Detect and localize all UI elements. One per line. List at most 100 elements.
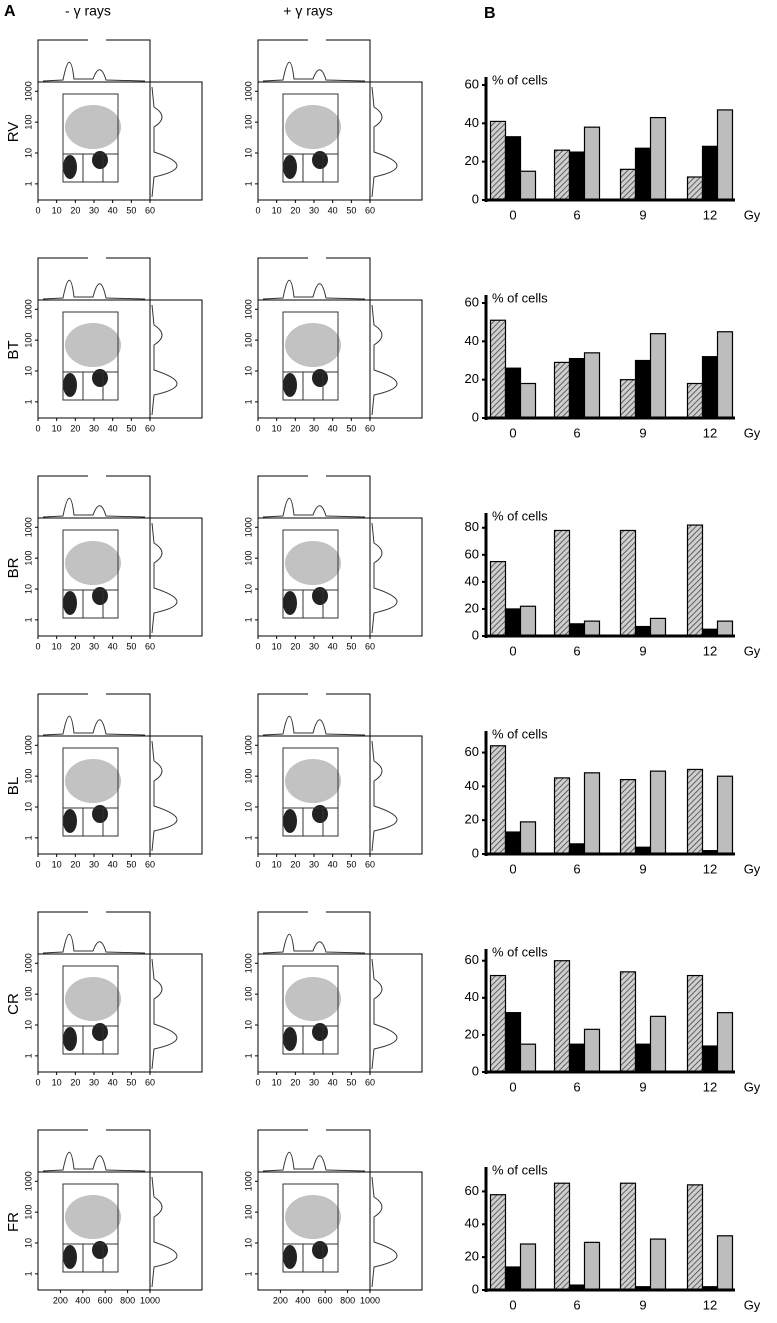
density-blob: [283, 1027, 297, 1051]
bar: [716, 109, 734, 201]
x-axis-label: Gy: [744, 861, 761, 876]
y-tick-label: 1: [243, 1053, 253, 1058]
density-blob: [283, 373, 297, 397]
x-tick-label: 6: [573, 1079, 580, 1094]
bar: [686, 382, 704, 419]
y-tick-label: 1: [23, 1271, 33, 1276]
x-tick-label: 20: [290, 859, 300, 869]
bar: [701, 356, 719, 419]
x-tick-label: 800: [340, 1295, 355, 1305]
gate: [322, 1025, 339, 1055]
bar: [489, 974, 507, 1073]
y-tick-label: 40: [465, 573, 479, 588]
side-histogram-curve: [151, 740, 178, 852]
x-tick-label: 50: [346, 1077, 356, 1087]
y-tick-label: 1000: [243, 517, 253, 537]
bar: [504, 367, 522, 419]
bar: [649, 116, 667, 201]
row-label: FR: [5, 1212, 22, 1232]
y-tick-label: 80: [465, 519, 479, 534]
bar: [619, 778, 637, 855]
x-tick-label: 20: [70, 205, 80, 215]
density-blob: [92, 1023, 108, 1041]
histogram-frame: [37, 475, 151, 518]
histogram-frame: [37, 257, 151, 300]
bar: [686, 176, 704, 201]
x-tick-label: 10: [52, 423, 62, 433]
y-axis-label: % of cells: [492, 726, 548, 741]
x-tick-label: 50: [346, 205, 356, 215]
density-blob: [63, 155, 77, 179]
y-tick-label: 100: [243, 333, 253, 348]
y-tick-label: 10: [243, 1238, 253, 1248]
x-tick-label: 9: [639, 861, 646, 876]
bar: [649, 617, 667, 637]
gate: [102, 589, 119, 619]
x-tick-label: 10: [52, 205, 62, 215]
bar: [489, 1194, 507, 1291]
histogram-curve: [42, 933, 146, 954]
x-tick-label: 60: [145, 859, 155, 869]
x-tick-label: 40: [328, 205, 338, 215]
y-tick-label: 1: [23, 1053, 33, 1058]
bar: [489, 560, 507, 637]
x-tick-label: 60: [365, 641, 375, 651]
y-tick-label: 0: [472, 1281, 479, 1296]
x-tick-label: 40: [328, 859, 338, 869]
bar: [568, 1043, 586, 1073]
histogram-curve: [42, 279, 146, 300]
density-blob: [65, 759, 121, 803]
x-tick-label: 0: [255, 859, 260, 869]
row-label: BT: [5, 340, 22, 359]
y-tick-label: 1: [243, 399, 253, 404]
histogram-frame: [257, 39, 371, 82]
x-tick-label: 12: [703, 643, 717, 658]
y-tick-label: 1000: [243, 81, 253, 101]
x-tick-label: 40: [108, 423, 118, 433]
y-tick-label: 20: [465, 1249, 479, 1264]
density-blob: [312, 369, 328, 387]
density-blob: [63, 1027, 77, 1051]
y-tick-label: 10: [23, 584, 33, 594]
bar: [686, 524, 704, 637]
x-tick-label: 600: [318, 1295, 333, 1305]
histogram-frame: [37, 1129, 151, 1172]
x-tick-label: 6: [573, 1297, 580, 1312]
x-tick-label: 600: [98, 1295, 113, 1305]
bar: [619, 168, 637, 201]
histogram-curve: [262, 279, 366, 300]
x-tick-label: 6: [573, 643, 580, 658]
x-axis-label: Gy: [744, 207, 761, 222]
x-tick-label: 50: [126, 205, 136, 215]
x-tick-label: 0: [255, 1077, 260, 1087]
y-tick-label: 40: [465, 1216, 479, 1231]
y-tick-label: 10: [243, 1020, 253, 1030]
x-tick-label: 9: [639, 643, 646, 658]
y-axis-label: % of cells: [492, 72, 548, 87]
side-histogram-frame: [369, 1171, 423, 1291]
histogram-curve: [262, 933, 366, 954]
side-histogram-curve: [371, 86, 398, 198]
x-tick-label: 30: [309, 1077, 319, 1087]
y-tick-label: 1: [243, 617, 253, 622]
row-label: BL: [5, 777, 22, 795]
x-axis-label: Gy: [744, 1079, 761, 1094]
side-histogram-frame: [369, 953, 423, 1073]
y-tick-label: 0: [472, 845, 479, 860]
y-tick-label: 60: [465, 744, 479, 759]
y-tick-label: 0: [472, 409, 479, 424]
gate: [322, 153, 339, 183]
x-tick-label: 0: [35, 1077, 40, 1087]
bar: [583, 126, 601, 201]
x-tick-label: 12: [703, 861, 717, 876]
bar: [504, 608, 522, 637]
x-tick-label: 0: [255, 641, 260, 651]
density-blob: [63, 1245, 77, 1269]
y-tick-label: 60: [465, 1183, 479, 1198]
bar: [619, 971, 637, 1073]
gate: [102, 807, 119, 837]
density-blob: [92, 1241, 108, 1259]
side-histogram-curve: [151, 522, 178, 634]
gate: [102, 371, 119, 401]
histogram-frame: [257, 257, 371, 300]
